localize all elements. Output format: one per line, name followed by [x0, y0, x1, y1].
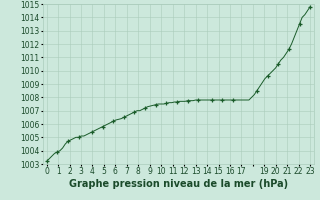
X-axis label: Graphe pression niveau de la mer (hPa): Graphe pression niveau de la mer (hPa): [69, 179, 288, 189]
